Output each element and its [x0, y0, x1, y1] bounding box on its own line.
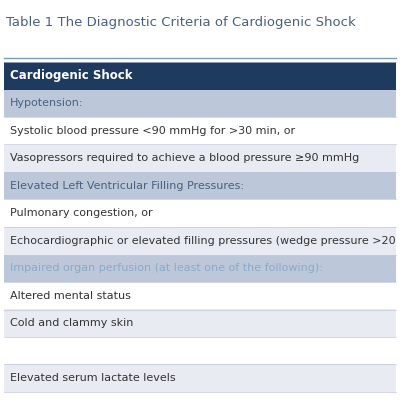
Bar	[4, 254, 396, 282]
Text: Cardiogenic Shock: Cardiogenic Shock	[10, 69, 132, 82]
Text: Systolic blood pressure <90 mmHg for >30 min, or: Systolic blood pressure <90 mmHg for >30…	[10, 126, 295, 136]
Bar	[4, 310, 396, 337]
Text: Impaired organ perfusion (at least one of the following):: Impaired organ perfusion (at least one o…	[10, 263, 323, 273]
Text: Pulmonary congestion, or: Pulmonary congestion, or	[10, 208, 153, 218]
Bar	[4, 90, 396, 117]
Bar	[4, 364, 396, 392]
Bar	[4, 62, 396, 90]
Bar	[4, 227, 396, 254]
Text: Table 1 The Diagnostic Criteria of Cardiogenic Shock: Table 1 The Diagnostic Criteria of Cardi…	[6, 16, 356, 29]
Bar	[4, 117, 396, 144]
Bar	[4, 282, 396, 310]
Bar	[4, 337, 396, 364]
Text: Echocardiographic or elevated filling pressures (wedge pressure >20 mmHg): Echocardiographic or elevated filling pr…	[10, 236, 400, 246]
Text: Vasopressors required to achieve a blood pressure ≥90 mmHg: Vasopressors required to achieve a blood…	[10, 153, 359, 163]
Bar	[4, 172, 396, 200]
Bar	[4, 200, 396, 227]
Text: Cold and clammy skin: Cold and clammy skin	[10, 318, 133, 328]
Text: Elevated serum lactate levels: Elevated serum lactate levels	[10, 373, 176, 383]
Text: Hypotension:: Hypotension:	[10, 98, 84, 108]
Bar	[4, 144, 396, 172]
Text: Elevated Left Ventricular Filling Pressures:: Elevated Left Ventricular Filling Pressu…	[10, 181, 244, 191]
Text: Altered mental status: Altered mental status	[10, 291, 131, 301]
